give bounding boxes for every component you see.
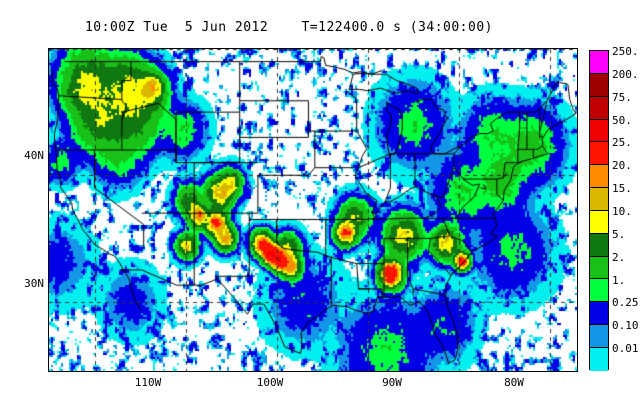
colorbar-band-4 bbox=[590, 142, 608, 166]
colorbar-band-11 bbox=[590, 302, 608, 326]
colorbar-band-9 bbox=[590, 256, 608, 280]
colorbar-band-10 bbox=[590, 279, 608, 303]
colorbar-band-1 bbox=[590, 73, 608, 97]
lon-tick-100w: 100W bbox=[256, 376, 284, 389]
colorbar-band-0 bbox=[590, 51, 608, 74]
lon-tick-110w: 110W bbox=[134, 376, 162, 389]
colorbar-tick-13: 0.01 bbox=[612, 342, 639, 356]
colorbar-band-5 bbox=[590, 165, 608, 189]
colorbar bbox=[589, 50, 609, 371]
lon-tick-80w: 80W bbox=[504, 376, 524, 389]
precipitation-raster bbox=[49, 49, 577, 371]
colorbar-tick-10: 1. bbox=[612, 273, 626, 287]
colorbar-tick-8: 5. bbox=[612, 227, 626, 241]
colorbar-band-8 bbox=[590, 233, 608, 257]
colorbar-band-6 bbox=[590, 188, 608, 211]
lat-tick-40n: 40N bbox=[24, 149, 44, 162]
colorbar-tick-2: 75. bbox=[612, 90, 632, 104]
colorbar-tick-9: 2. bbox=[612, 250, 626, 264]
figure-title: 10:00Z Tue 5 Jun 2012 T=122400.0 s (34:0… bbox=[84, 20, 493, 35]
colorbar-tick-5: 20. bbox=[612, 159, 632, 173]
colorbar-tick-4: 25. bbox=[612, 136, 632, 150]
colorbar-tick-6: 15. bbox=[612, 182, 632, 196]
colorbar-band-7 bbox=[590, 210, 608, 234]
colorbar-band-3 bbox=[590, 119, 608, 143]
colorbar-band-2 bbox=[590, 96, 608, 120]
colorbar-band-12 bbox=[590, 325, 608, 348]
colorbar-band-13 bbox=[590, 347, 608, 371]
colorbar-tick-11: 0.25 bbox=[612, 296, 639, 310]
colorbar-tick-7: 10. bbox=[612, 205, 632, 218]
map-plot-area bbox=[48, 48, 578, 372]
colorbar-tick-0: 250. bbox=[612, 45, 639, 58]
colorbar-tick-3: 50. bbox=[612, 113, 632, 127]
colorbar-tick-1: 200. bbox=[612, 67, 639, 81]
lat-tick-30n: 30N bbox=[24, 277, 44, 290]
lon-tick-90w: 90W bbox=[382, 376, 402, 389]
colorbar-tick-12: 0.10 bbox=[612, 319, 639, 333]
